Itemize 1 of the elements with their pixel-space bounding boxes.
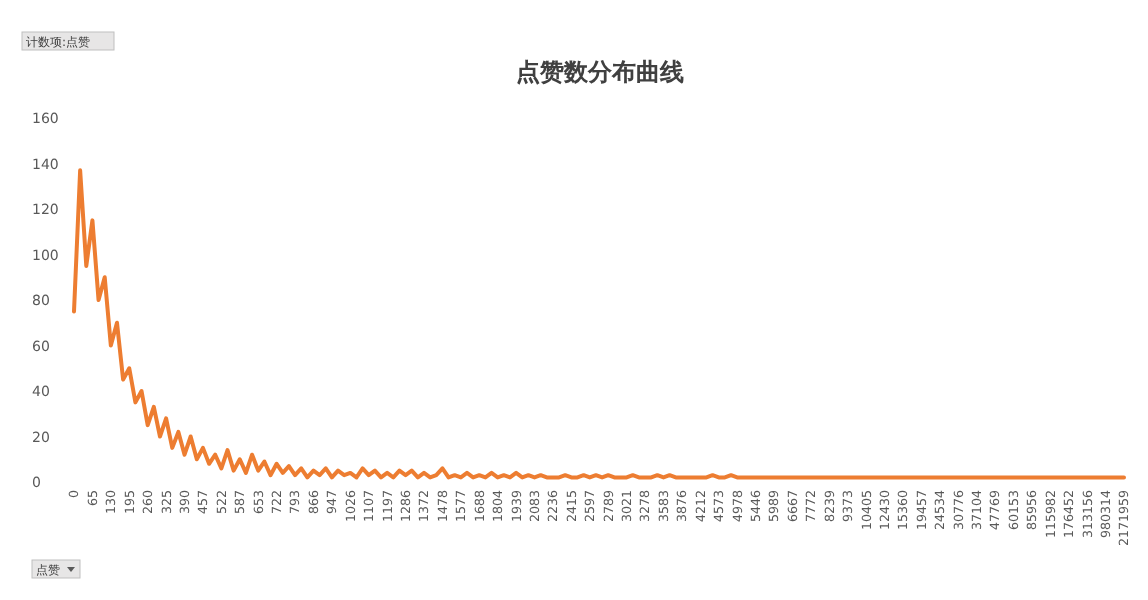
chart-title: 点赞数分布曲线 xyxy=(516,58,684,86)
